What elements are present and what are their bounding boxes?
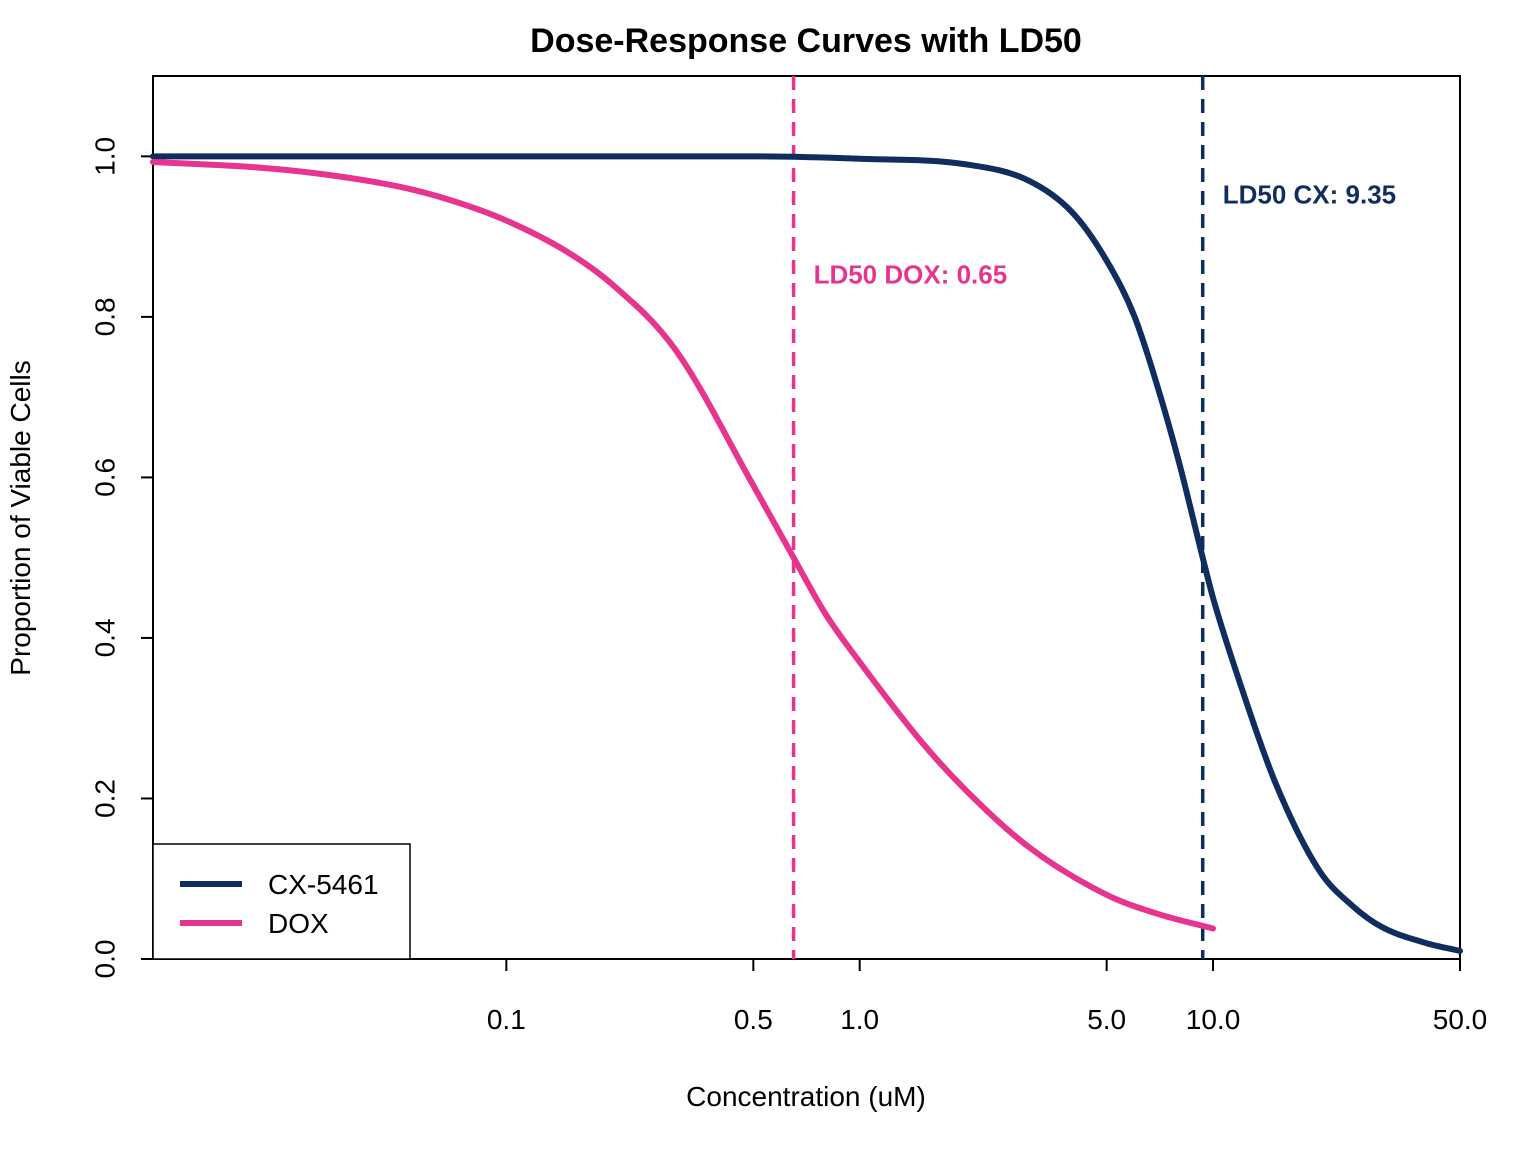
series-lines	[150, 153, 1463, 954]
x-tick-label: 5.0	[1087, 1004, 1126, 1035]
series-line-cx-5461	[150, 153, 1463, 954]
chart-title: Dose-Response Curves with LD50	[530, 22, 1082, 60]
y-axis: 0.0 0.2 0.4 0.6 0.8 1.0	[89, 137, 153, 979]
x-tick-label: 10.0	[1186, 1004, 1241, 1035]
x-axis: 0.1 0.5 1.0 5.0 10.0 50.0	[487, 959, 1487, 1035]
x-tick-label: 0.5	[734, 1004, 773, 1035]
ld50-annotations: LD50 DOX: 0.65 LD50 CX: 9.35	[814, 179, 1397, 289]
x-tick-label: 0.1	[487, 1004, 526, 1035]
ld50-label-ld50-dox-0-65: LD50 DOX: 0.65	[814, 260, 1008, 290]
y-tick-label: 0.0	[89, 940, 120, 979]
x-tick-label: 1.0	[840, 1004, 879, 1035]
y-tick-label: 0.8	[89, 297, 120, 336]
y-tick-label: 0.4	[89, 618, 120, 657]
x-axis-label: Concentration (uM)	[686, 1081, 926, 1112]
y-tick-label: 0.2	[89, 779, 120, 818]
ld50-label-ld50-cx-9-35: LD50 CX: 9.35	[1223, 179, 1396, 209]
y-tick-label: 1.0	[89, 137, 120, 176]
series-line-dox	[150, 158, 1217, 932]
y-axis-label: Proportion of Viable Cells	[5, 360, 36, 675]
legend-label-dox: DOX	[268, 908, 329, 939]
ld50-reference-lines	[791, 76, 1205, 959]
x-tick-label: 50.0	[1433, 1004, 1488, 1035]
legend-label-cx-5461: CX-5461	[268, 869, 379, 900]
plot-frame	[152, 75, 1461, 960]
legend-box	[152, 843, 411, 960]
legend: CX-5461 DOX	[152, 843, 411, 960]
y-tick-label: 0.6	[89, 458, 120, 497]
